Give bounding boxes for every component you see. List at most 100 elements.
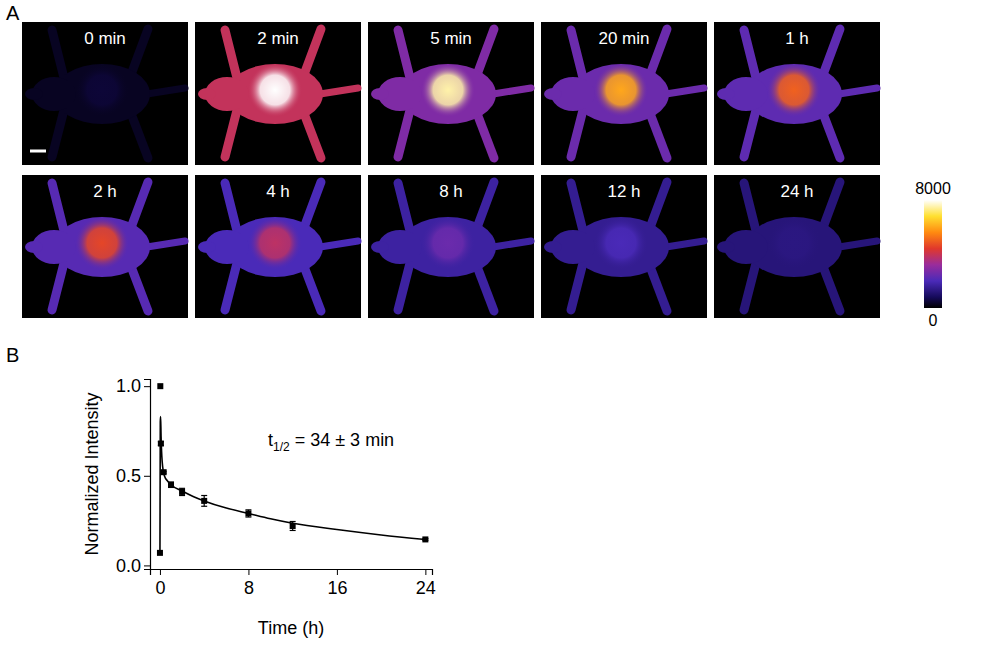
- mouse-limb: [305, 29, 321, 72]
- frame-background: [368, 22, 534, 165]
- frame-label: 0 min: [84, 29, 126, 48]
- panel-letter: B: [6, 344, 19, 366]
- mouse-body: [371, 29, 531, 158]
- x-tick-mark: [425, 569, 426, 575]
- mouse-torso: [198, 241, 216, 253]
- mouse-limb: [824, 182, 840, 225]
- frame-label: 4 h: [266, 182, 290, 201]
- hotspot: [421, 216, 475, 270]
- x-tick-label: 0: [155, 578, 165, 598]
- colorbar-tick-label: 0: [929, 312, 938, 329]
- panel-letter: A: [6, 2, 20, 24]
- error-bar-cap: [201, 495, 207, 496]
- error-bar-cap: [201, 506, 207, 507]
- mouse-limb: [132, 182, 148, 225]
- frame-background: [195, 175, 361, 318]
- frame-background: [195, 22, 361, 165]
- y-tick: 0.5: [116, 466, 150, 486]
- y-tick-label: 0.0: [116, 556, 141, 576]
- mouse-limb: [225, 263, 237, 310]
- x-tick: 24: [416, 569, 436, 598]
- error-bar-cap: [290, 521, 296, 522]
- y-axis-line: [144, 380, 151, 570]
- mouse-limb: [398, 110, 410, 157]
- mouse-limb: [839, 241, 877, 247]
- x-tick: 16: [327, 569, 347, 598]
- image-frame: 4 h: [195, 175, 361, 318]
- mouse-limb: [320, 241, 358, 247]
- frame-label: 20 min: [598, 29, 649, 48]
- mouse-body: [717, 182, 877, 311]
- hotspot: [594, 63, 648, 117]
- frame-label: 2 min: [257, 29, 299, 48]
- mouse-limb: [147, 88, 185, 94]
- y-tick-mark: [144, 476, 150, 477]
- mouse-torso: [198, 88, 216, 100]
- frame-background: [368, 175, 534, 318]
- x-tick-mark: [248, 569, 249, 575]
- mouse-limb: [305, 269, 321, 311]
- scale-bar: [30, 150, 46, 153]
- mouse-body: [198, 182, 358, 311]
- image-frame: 12 h: [541, 175, 707, 318]
- hotspot: [248, 216, 302, 270]
- mouse-limb: [398, 263, 410, 310]
- y-tick-label: 1.0: [116, 376, 141, 396]
- mouse-limb: [52, 263, 64, 310]
- mouse-limb: [824, 116, 840, 158]
- annotation-rest: = 34 ± 3 min: [290, 430, 394, 450]
- image-frame: 0 min: [22, 22, 188, 165]
- fit-line: [160, 417, 425, 553]
- mouse-limb: [839, 88, 877, 94]
- mouse-limb: [651, 116, 667, 158]
- mouse-limb: [571, 263, 583, 310]
- x-tick-label: 24: [416, 578, 436, 598]
- y-tick: 0.0: [116, 556, 150, 576]
- x-axis-title: Time (h): [258, 618, 324, 638]
- mouse-limb: [493, 241, 531, 247]
- mouse-limb: [571, 183, 583, 231]
- x-tick: 0: [155, 569, 165, 598]
- image-frame: 1 h: [714, 22, 880, 165]
- mouse-limb: [225, 30, 237, 78]
- mouse-limb: [52, 183, 64, 231]
- colorbar-tick-label: 8000: [915, 180, 951, 197]
- data-point: [157, 383, 163, 389]
- mouse-limb: [52, 110, 64, 157]
- annotation-sub: 1/2: [273, 440, 290, 454]
- mouse-limb: [398, 183, 410, 231]
- x-tick-mark: [160, 569, 161, 575]
- mouse-limb: [571, 110, 583, 157]
- mouse-limb: [666, 241, 704, 247]
- frame-label: 1 h: [785, 29, 809, 48]
- mouse-limb: [744, 110, 756, 157]
- mouse-torso: [717, 88, 735, 100]
- image-frame: 24 h: [714, 175, 880, 318]
- hotspot: [594, 216, 648, 270]
- colorbar: [924, 200, 942, 308]
- mouse-torso: [25, 241, 43, 253]
- frame-background: [714, 175, 880, 318]
- frame-label: 2 h: [93, 182, 117, 201]
- mouse-limb: [305, 182, 321, 225]
- hotspot: [421, 63, 475, 117]
- x-tick: 8: [244, 569, 254, 598]
- mouse-limb: [824, 269, 840, 311]
- error-bar-cap: [290, 530, 296, 531]
- error-bar-cap: [245, 516, 251, 517]
- mouse-limb: [493, 88, 531, 94]
- y-tick: 1.0: [116, 376, 150, 396]
- y-tick-mark: [144, 386, 150, 387]
- mouse-limb: [132, 269, 148, 311]
- mouse-torso: [717, 241, 735, 253]
- mouse-limb: [398, 30, 410, 78]
- mouse-limb: [147, 241, 185, 247]
- y-tick-label: 0.5: [116, 466, 141, 486]
- mouse-torso: [25, 88, 43, 100]
- image-frame: 20 min: [541, 22, 707, 165]
- plot-area: [157, 383, 428, 556]
- mouse-limb: [132, 116, 148, 158]
- mouse-body: [25, 182, 185, 311]
- image-frame: 5 min: [368, 22, 534, 165]
- hotspot: [767, 63, 821, 117]
